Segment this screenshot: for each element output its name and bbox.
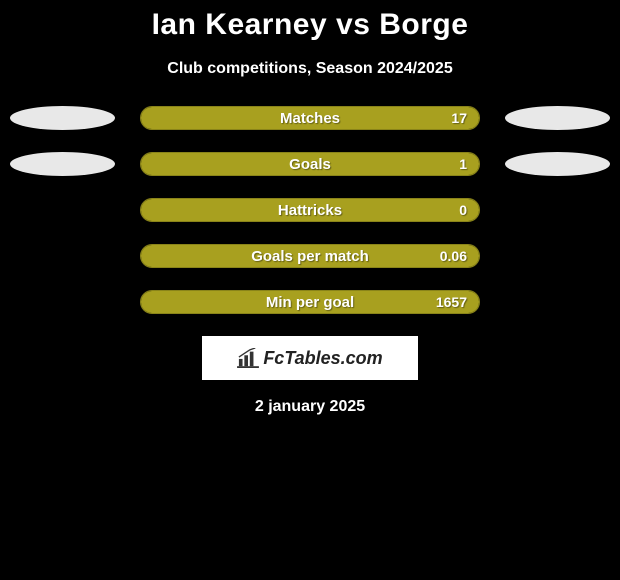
- stats-rows: Matches17 Goals1 Hattricks0 Goals per match…: [0, 106, 620, 314]
- stat-bar-value: 1: [459, 153, 467, 175]
- stat-bar-label: Goals per match: [141, 245, 479, 267]
- logo-text: FcTables.com: [263, 348, 382, 369]
- subtitle: Club competitions, Season 2024/2025: [0, 60, 620, 78]
- stat-row: Goals1: [0, 152, 620, 176]
- stat-bar: Goals per match0.06: [140, 244, 480, 268]
- date-label: 2 january 2025: [0, 398, 620, 416]
- stat-bar-label: Min per goal: [141, 291, 479, 313]
- stat-bar: Min per goal1657: [140, 290, 480, 314]
- left-ellipse: [10, 106, 115, 130]
- logo-box: FcTables.com: [202, 336, 418, 380]
- stat-row: Min per goal1657: [0, 290, 620, 314]
- stat-row: Hattricks0: [0, 198, 620, 222]
- left-ellipse-placeholder: [10, 198, 115, 222]
- right-ellipse-placeholder: [505, 290, 610, 314]
- stat-bar: Matches17: [140, 106, 480, 130]
- stat-bar-label: Goals: [141, 153, 479, 175]
- logo-inner: FcTables.com: [237, 348, 382, 369]
- left-ellipse-placeholder: [10, 244, 115, 268]
- left-ellipse: [10, 152, 115, 176]
- stat-row: Goals per match0.06: [0, 244, 620, 268]
- stat-bar: Hattricks0: [140, 198, 480, 222]
- main-container: Ian Kearney vs Borge Club competitions, …: [0, 0, 620, 416]
- stat-bar-value: 0: [459, 199, 467, 221]
- stat-row: Matches17: [0, 106, 620, 130]
- right-ellipse: [505, 106, 610, 130]
- left-ellipse-placeholder: [10, 290, 115, 314]
- stat-bar-value: 1657: [436, 291, 467, 313]
- stat-bar-label: Hattricks: [141, 199, 479, 221]
- stat-bar: Goals1: [140, 152, 480, 176]
- page-title: Ian Kearney vs Borge: [0, 8, 620, 42]
- right-ellipse-placeholder: [505, 198, 610, 222]
- stat-bar-value: 17: [451, 107, 467, 129]
- stat-bar-label: Matches: [141, 107, 479, 129]
- right-ellipse: [505, 152, 610, 176]
- right-ellipse-placeholder: [505, 244, 610, 268]
- stat-bar-value: 0.06: [440, 245, 467, 267]
- chart-icon: [237, 348, 259, 368]
